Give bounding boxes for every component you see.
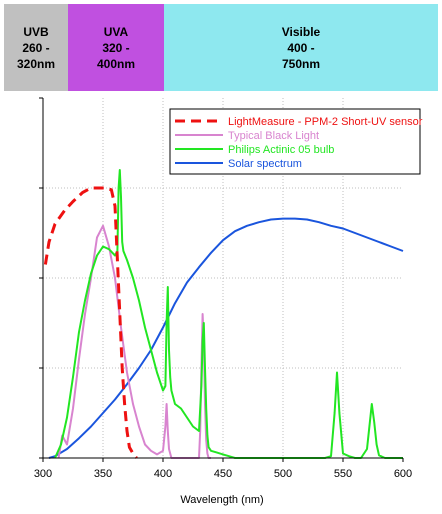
x-tick-label: 400 [154,468,172,480]
series-line-2 [54,169,403,459]
band-1: UVA 320 - 400nm [68,4,164,91]
x-tick-label: 500 [274,468,292,480]
series-line-0 [43,186,138,459]
series-line-1 [57,224,211,459]
legend-label-3: Solar spectrum [228,158,302,170]
legend: LightMeasure - PPM-2 Short-UV sensor Typi… [169,108,423,175]
legend-label-0: LightMeasure - PPM-2 Short-UV sensor [228,116,423,128]
legend-label-2: Philips Actinic 05 bulb [228,144,334,156]
x-tick-label: 350 [94,468,112,480]
axes: 300 350 400 450 500 550 600 [34,97,412,480]
x-tick-label: 550 [334,468,352,480]
x-tick-label: 450 [214,468,232,480]
series-line-3 [48,217,404,459]
band-0: UVB 260 - 320nm [4,4,68,91]
series-lines [43,169,404,459]
x-tick-label: 600 [394,468,412,480]
band-2: Visible 400 - 750nm [164,4,438,91]
legend-label-1: Typical Black Light [228,130,319,142]
x-axis-title: Wavelength (nm) [180,494,263,506]
x-tick-label: 300 [34,468,52,480]
